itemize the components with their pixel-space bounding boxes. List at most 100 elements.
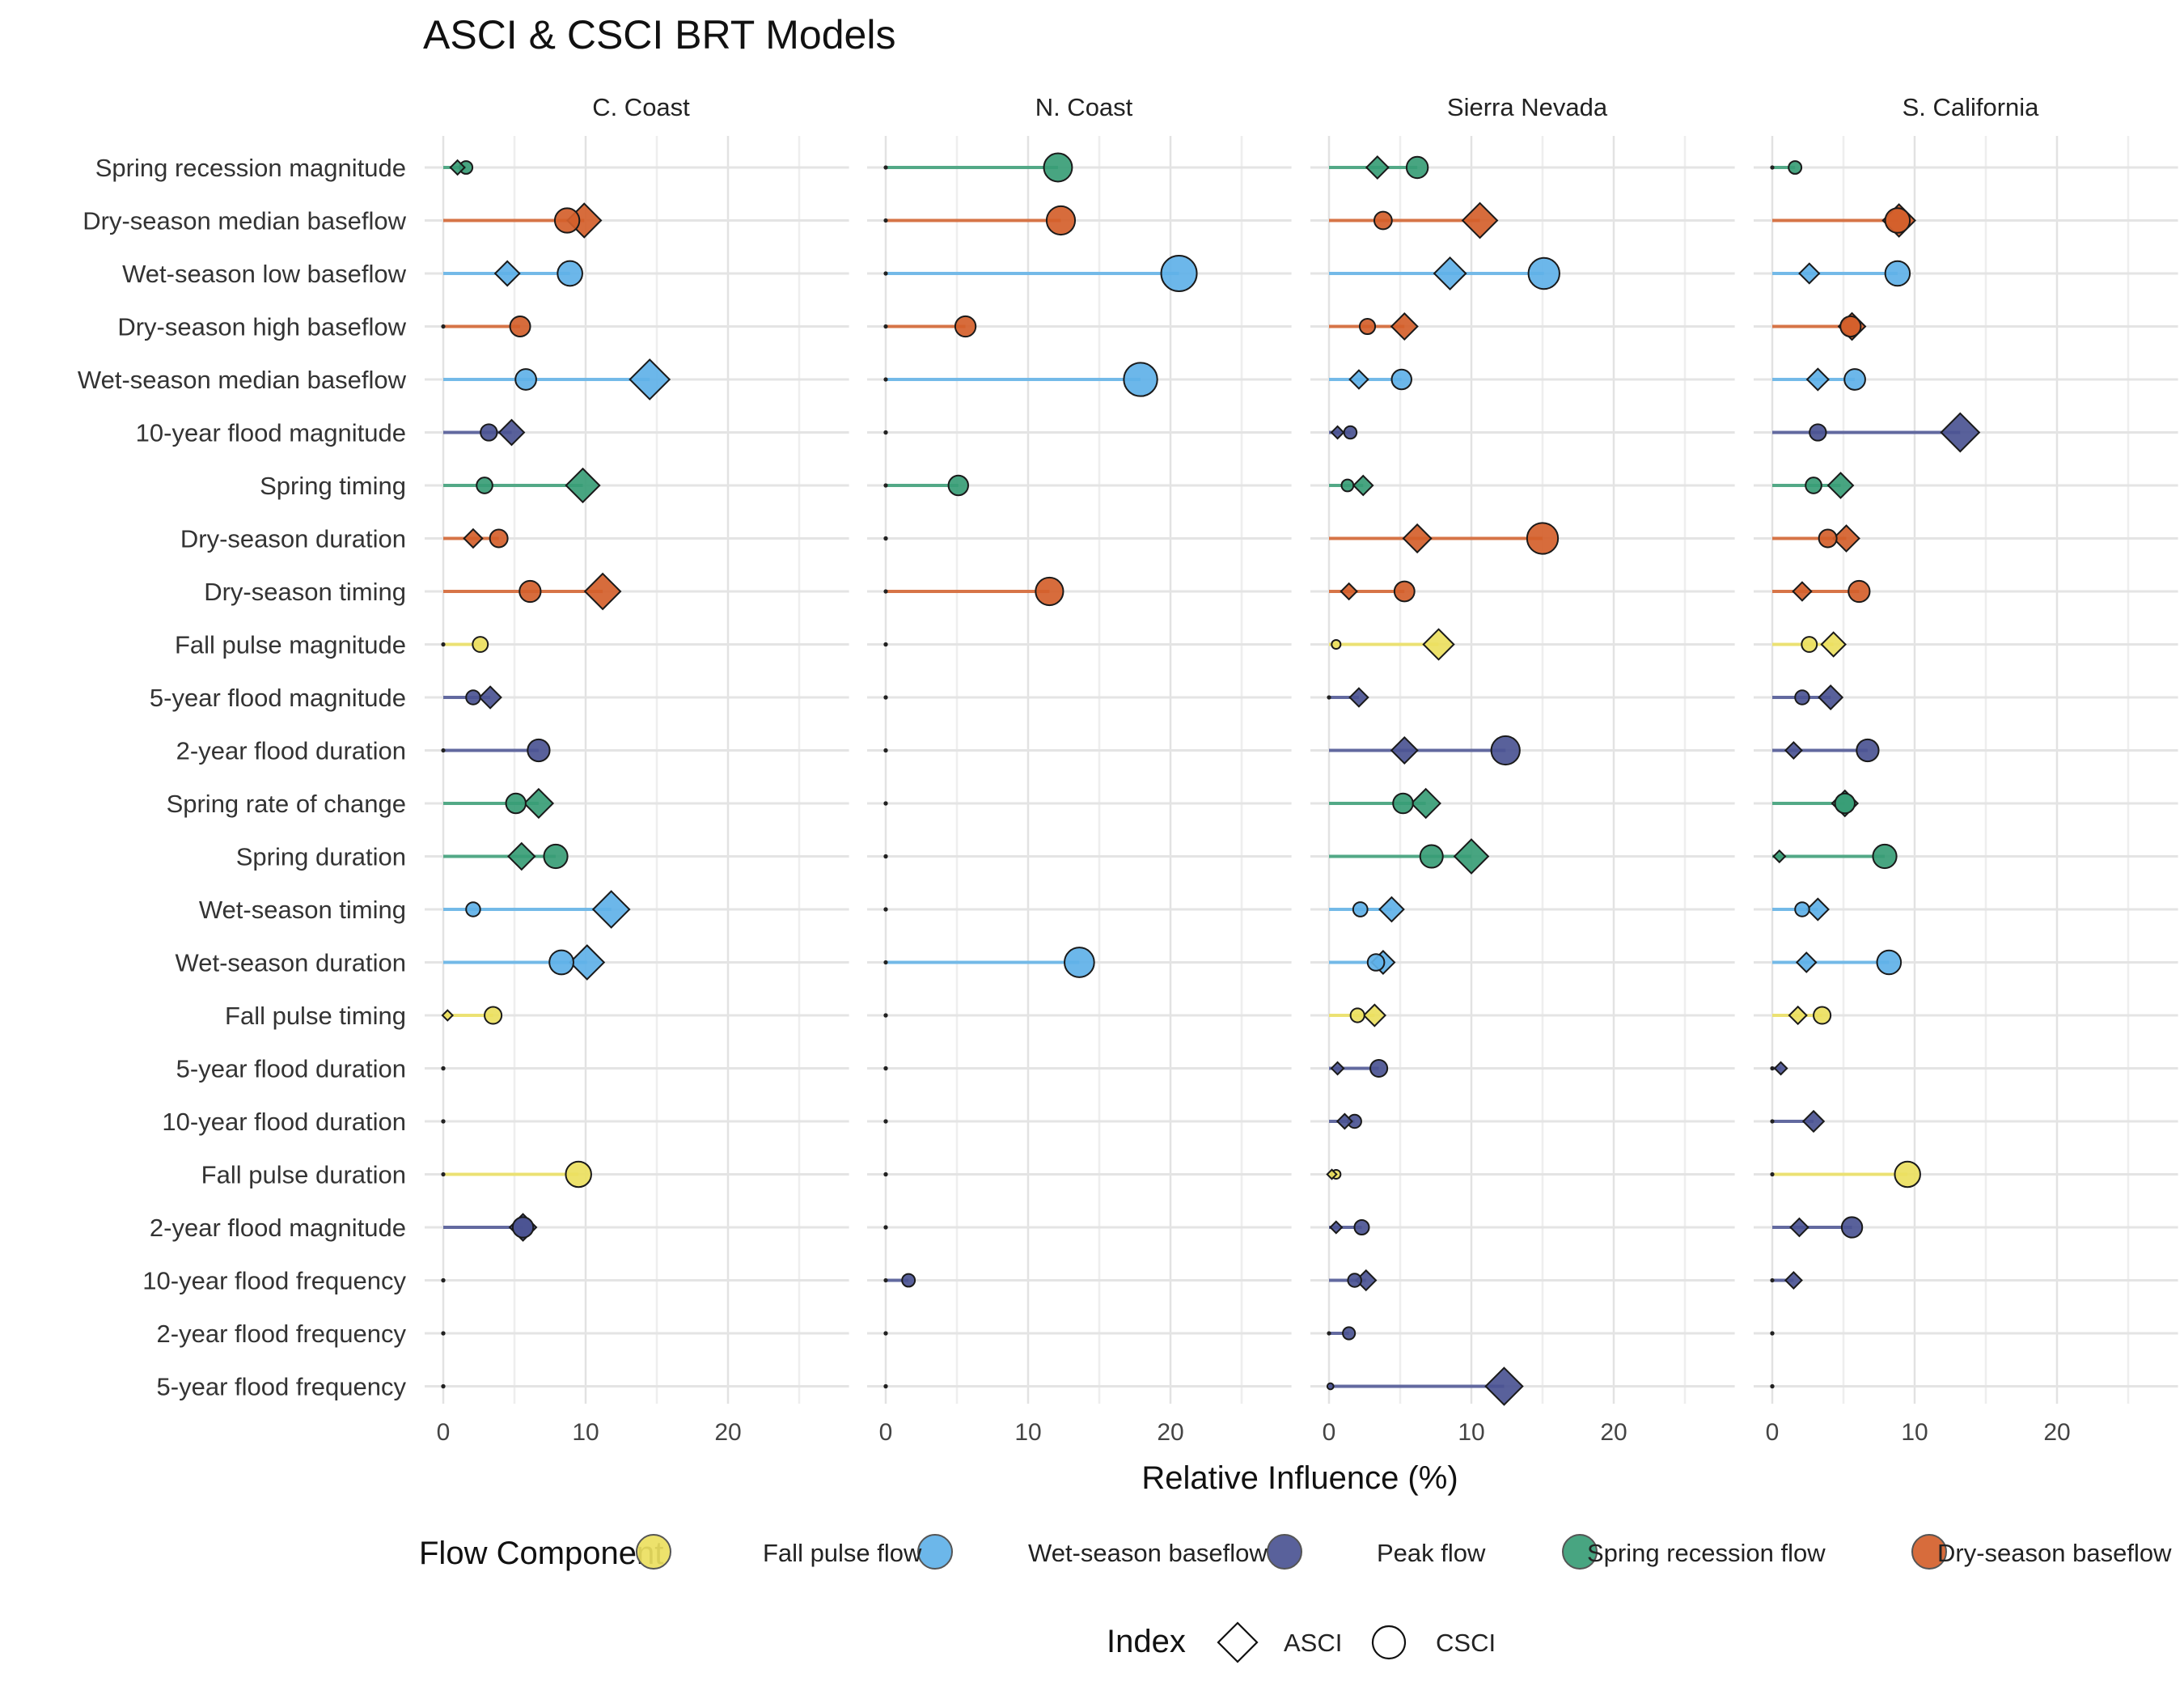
- point-csci: [1064, 947, 1095, 978]
- legend-index-label: CSCI: [1436, 1629, 1496, 1657]
- x-tick-label: 0: [879, 1419, 893, 1446]
- point-asci: [507, 841, 536, 871]
- metric-label: Wet-season timing: [199, 896, 406, 924]
- legend-label-spring: Spring recession flow: [1587, 1539, 1826, 1567]
- legend-label-wet: Wet-season baseflow: [1028, 1539, 1268, 1567]
- point-csci: [1405, 155, 1429, 180]
- x-tick-label: 0: [1766, 1419, 1780, 1446]
- point-csci: [509, 316, 531, 337]
- point-zero: [883, 1277, 888, 1283]
- point-asci: [1826, 472, 1855, 499]
- metric-label: Spring timing: [260, 472, 406, 500]
- legend-label-fall: Fall pulse flow: [763, 1539, 922, 1567]
- point-asci: [569, 944, 606, 981]
- point-csci: [548, 949, 574, 976]
- point-asci: [497, 418, 526, 447]
- x-axis-title: Relative Influence (%): [1141, 1460, 1458, 1496]
- point-asci: [1433, 256, 1467, 290]
- point-asci: [1798, 262, 1821, 285]
- metric-label: Fall pulse magnitude: [175, 631, 406, 659]
- point-asci: [1784, 740, 1803, 761]
- point-csci: [1045, 205, 1077, 236]
- point-asci: [493, 260, 521, 287]
- point-csci: [1872, 843, 1898, 870]
- point-csci: [472, 636, 489, 653]
- point-asci: [1402, 523, 1433, 554]
- point-csci: [1876, 949, 1903, 976]
- point-zero: [883, 1172, 888, 1177]
- point-zero: [883, 960, 888, 965]
- point-asci: [1772, 849, 1787, 864]
- point-zero: [441, 1383, 446, 1389]
- point-asci: [1792, 581, 1813, 602]
- point-zero: [1770, 1383, 1775, 1389]
- point-csci: [1527, 256, 1560, 290]
- metric-label: Wet-season duration: [176, 949, 406, 977]
- metric-label: 5-year flood duration: [176, 1055, 406, 1083]
- point-asci: [1805, 897, 1830, 922]
- point-csci: [1326, 1382, 1335, 1391]
- legend-swatch-fall: [636, 1534, 671, 1570]
- point-asci: [1390, 735, 1419, 765]
- point-csci: [1848, 579, 1871, 604]
- point-csci: [1894, 1160, 1921, 1188]
- point-zero: [883, 377, 888, 382]
- point-asci: [478, 685, 502, 710]
- point-zero: [441, 1331, 446, 1336]
- point-zero: [883, 748, 888, 753]
- x-tick-label: 0: [1323, 1419, 1336, 1446]
- point-zero: [441, 1119, 446, 1124]
- metric-label: 2-year flood frequency: [157, 1320, 407, 1348]
- point-asci: [1348, 687, 1369, 708]
- legend-swatch-spring: [1562, 1534, 1598, 1570]
- point-asci: [1820, 631, 1847, 658]
- point-asci: [523, 787, 555, 820]
- point-csci: [954, 315, 977, 338]
- point-csci: [1490, 735, 1521, 766]
- point-csci: [565, 1160, 592, 1188]
- point-asci: [1801, 1109, 1826, 1133]
- point-asci: [1365, 155, 1390, 180]
- data-marks: [441, 152, 1981, 1406]
- facet-label: C. Coast: [592, 93, 690, 121]
- point-csci: [1392, 792, 1414, 815]
- point-csci: [527, 738, 551, 763]
- metric-label: Dry-season duration: [180, 525, 406, 553]
- point-zero: [883, 589, 888, 594]
- facet-labels: C. Coast N. Coast Sierra Nevada S. Californ…: [592, 93, 2039, 121]
- point-csci: [1358, 317, 1377, 336]
- point-asci: [1329, 1220, 1344, 1235]
- metric-label: 10-year flood magnitude: [136, 419, 406, 447]
- point-asci: [1784, 1270, 1803, 1290]
- point-csci: [1342, 1326, 1357, 1341]
- point-zero: [883, 218, 888, 223]
- point-zero: [883, 1066, 888, 1071]
- point-csci: [1340, 478, 1355, 493]
- point-zero: [883, 1225, 888, 1230]
- legend-index: Index ASCI CSCI: [1107, 1621, 1496, 1663]
- metric-label: Dry-season timing: [204, 578, 406, 606]
- x-tick-label: 20: [1600, 1419, 1627, 1446]
- point-zero: [441, 1066, 446, 1071]
- metric-label: 10-year flood duration: [162, 1108, 406, 1136]
- point-asci: [1795, 951, 1818, 973]
- legend-flow-component: Flow Component Fall pulse flow Wet-season…: [419, 1534, 2172, 1571]
- metric-label: 10-year flood frequency: [142, 1267, 406, 1295]
- point-zero: [883, 324, 888, 329]
- point-csci: [1373, 210, 1393, 231]
- point-asci: [629, 358, 671, 400]
- x-tick-label: 20: [714, 1419, 741, 1446]
- point-asci: [1805, 367, 1830, 392]
- point-zero: [883, 1119, 888, 1124]
- point-zero: [1327, 1331, 1331, 1336]
- chart-title: ASCI & CSCI BRT Models: [423, 12, 895, 57]
- x-tick-labels: 0 10 20 0 10 20 0 10 20 0 10 20: [437, 1419, 2071, 1446]
- point-csci: [1366, 953, 1386, 972]
- point-zero: [1770, 165, 1775, 170]
- metric-label: Fall pulse timing: [225, 1002, 406, 1030]
- x-tick-label: 10: [1014, 1419, 1041, 1446]
- point-zero: [1327, 695, 1331, 700]
- legend-csci-circle: [1371, 1625, 1407, 1660]
- point-csci: [1856, 738, 1880, 763]
